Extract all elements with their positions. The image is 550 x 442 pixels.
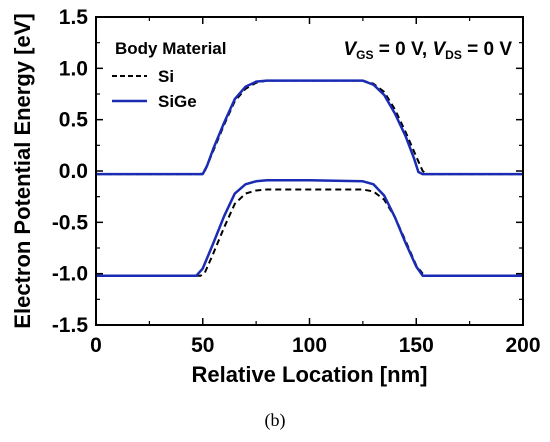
y-tick-label: -1.5 [52,314,89,337]
y-tick-label: 0.0 [59,160,88,183]
x-axis-title: Relative Location [nm] [192,362,428,387]
panel-label: (b) [264,410,286,430]
series-si-curve-2 [96,188,523,277]
axis-ticks: 0 50 100 150 200 -1.5 -1.0 -0.5 0.0 0.5 1.0 1.5 [52,6,541,357]
y-tick-label: -1.0 [52,263,88,286]
legend-label-si: Si [158,67,174,86]
series-curves [96,79,523,277]
legend-label-sige: SiGe [158,92,197,111]
y-tick-label: -0.5 [52,211,89,234]
legend-title: Body Material [115,39,226,58]
x-tick-label: 200 [505,334,540,357]
bias-annotation: VGS = 0 V, VDS = 0 V [343,39,512,62]
plot-frame [95,16,524,326]
x-tick-label: 150 [399,334,434,357]
series-sige-curve-1 [96,79,523,176]
x-tick-label: 50 [191,334,214,357]
x-tick-label: 0 [90,334,102,357]
y-tick-label: 1.0 [59,57,88,80]
y-tick-label: 1.5 [59,6,89,29]
y-tick-label: 0.5 [59,109,89,132]
x-tick-label: 100 [292,334,327,357]
series-sige-curve-2 [96,178,523,277]
y-axis-title: Electron Potential Energy [eV] [10,13,35,328]
